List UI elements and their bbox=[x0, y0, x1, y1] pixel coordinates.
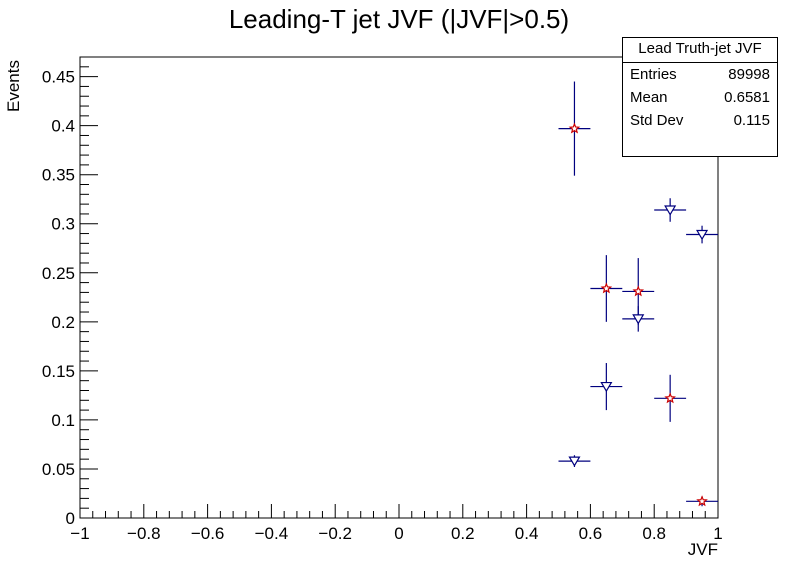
x-axis: −1 −0.8 −0.6 −0.4 −0.2 0 0.2 0.4 0.6 0.8 1 bbox=[70, 504, 723, 543]
y-axis: 0 0.05 0.1 0.15 0.2 0.25 0.3 0.35 0.4 0.45 bbox=[42, 56, 98, 528]
stats-stddev-label: Std Dev bbox=[630, 112, 684, 129]
triangle-marker bbox=[664, 205, 677, 216]
stats-mean-value: 0.6581 bbox=[724, 89, 770, 106]
x-tick-label: 0 bbox=[394, 524, 403, 543]
y-tick-label: 0.35 bbox=[42, 166, 75, 185]
stats-mean-row: Mean 0.6581 bbox=[623, 86, 777, 109]
stats-entries-row: Entries 89998 bbox=[623, 63, 777, 86]
chart-title: Leading-T jet JVF (|JVF|>0.5) bbox=[228, 4, 570, 34]
x-axis-label: JVF bbox=[687, 540, 718, 559]
y-tick-label: 0.15 bbox=[42, 362, 75, 381]
star-data-point bbox=[558, 81, 591, 176]
star-marker bbox=[600, 282, 613, 294]
triangle-marker bbox=[696, 229, 709, 241]
x-tick-label: 0.2 bbox=[451, 524, 475, 543]
y-tick-label: 0.25 bbox=[42, 264, 75, 283]
x-tick-label: 0.4 bbox=[515, 524, 539, 543]
y-tick-label: 0.1 bbox=[51, 411, 75, 430]
triangle-marker bbox=[568, 456, 581, 467]
stats-stddev-row: Std Dev 0.115 bbox=[623, 109, 777, 132]
y-tick-label: 0.45 bbox=[42, 68, 75, 87]
y-tick-label: 0.05 bbox=[42, 460, 75, 479]
y-tick-label: 0.4 bbox=[51, 117, 75, 136]
triangle-data-point bbox=[590, 363, 623, 411]
star-data-point bbox=[654, 374, 687, 422]
stats-stddev-value: 0.115 bbox=[733, 112, 770, 129]
x-tick-label: 0.6 bbox=[579, 524, 603, 543]
triangle-marker bbox=[632, 314, 645, 325]
triangle-marker bbox=[600, 381, 613, 393]
x-tick-label: 0.8 bbox=[642, 524, 666, 543]
star-marker bbox=[696, 495, 708, 507]
star-data-point bbox=[590, 255, 623, 322]
x-tick-label: −0.8 bbox=[127, 524, 161, 543]
x-tick-label: −0.2 bbox=[318, 524, 352, 543]
stats-box-title: Lead Truth-jet JVF bbox=[623, 38, 777, 63]
star-marker bbox=[664, 392, 676, 404]
x-tick-label: −0.6 bbox=[191, 524, 225, 543]
stats-box: Lead Truth-jet JVF Entries 89998 Mean 0.… bbox=[622, 37, 778, 157]
triangle-data-point bbox=[622, 306, 655, 332]
star-marker bbox=[632, 285, 645, 297]
triangle-data-point bbox=[654, 198, 687, 222]
triangle-data-point bbox=[686, 225, 718, 244]
triangle-data-point bbox=[558, 455, 591, 467]
x-tick-label: −0.4 bbox=[255, 524, 289, 543]
y-tick-label: 0 bbox=[66, 509, 75, 528]
star-marker bbox=[568, 122, 581, 134]
stats-entries-label: Entries bbox=[630, 66, 677, 83]
y-tick-label: 0.2 bbox=[51, 313, 75, 332]
star-data-point bbox=[686, 495, 718, 507]
stats-mean-label: Mean bbox=[630, 89, 668, 106]
stats-entries-value: 89998 bbox=[728, 66, 770, 83]
x-tick-label: −1 bbox=[70, 524, 89, 543]
y-tick-label: 0.3 bbox=[51, 215, 75, 234]
x-tick-label: 1 bbox=[713, 524, 722, 543]
y-axis-label: Events bbox=[4, 60, 23, 112]
data-points bbox=[558, 81, 718, 507]
